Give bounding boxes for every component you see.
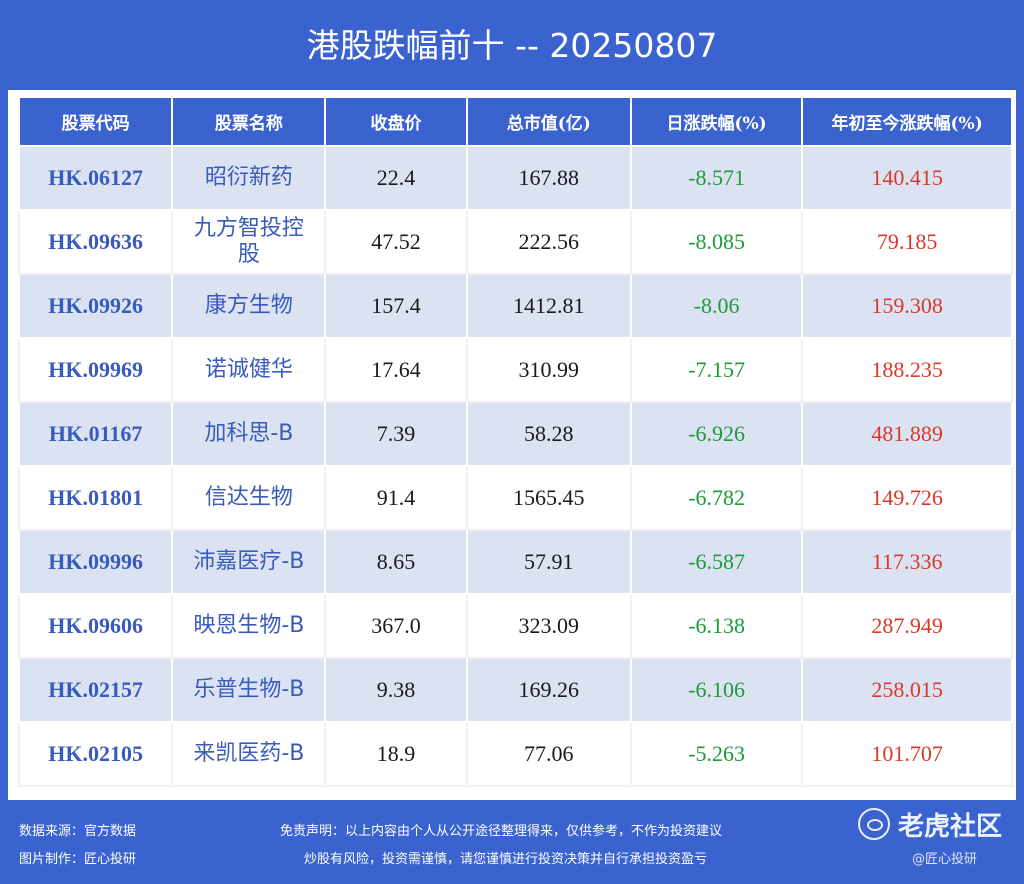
close-price: 157.4 <box>324 273 468 339</box>
stock-name: 沛嘉医疗-B <box>171 529 327 595</box>
header-close: 收盘价 <box>324 98 468 146</box>
stock-name: 信达生物 <box>171 465 327 531</box>
ytd-change: 117.336 <box>801 529 1013 595</box>
market-cap: 58.28 <box>465 401 632 467</box>
stock-code: HK.09636 <box>17 209 174 275</box>
image-maker-note: 图片制作：匠心投研 <box>19 852 137 867</box>
table-row: HK.09969 诺诚健华 17.64 310.99 -7.157 188.23… <box>17 337 1013 403</box>
close-price: 8.65 <box>324 529 468 595</box>
day-change: -6.587 <box>629 529 804 595</box>
day-change: -6.926 <box>629 401 804 467</box>
stock-code: HK.06127 <box>17 145 174 211</box>
table-body: HK.06127 昭衍新药 22.4 167.88 -8.571 140.415… <box>17 145 1013 787</box>
ytd-change: 79.185 <box>801 209 1013 275</box>
footer: 数据来源：官方数据 图片制作：匠心投研 免责声明：以上内容由个人从公开途径整理得… <box>0 800 1024 884</box>
stock-code: HK.01801 <box>17 465 174 531</box>
stock-code: HK.01167 <box>17 401 174 467</box>
close-price: 367.0 <box>324 593 468 659</box>
header-day-change: 日涨跌幅(%) <box>629 98 804 146</box>
market-cap: 167.88 <box>465 145 632 211</box>
day-change: -6.138 <box>629 593 804 659</box>
table-header-row: 股票代码 股票名称 收盘价 总市值(亿) 日涨跌幅(%) 年初至今涨跌幅(%) <box>17 98 1013 146</box>
table-panel: 股票代码 股票名称 收盘价 总市值(亿) 日涨跌幅(%) 年初至今涨跌幅(%) … <box>8 90 1016 800</box>
close-price: 91.4 <box>324 465 468 531</box>
stock-name: 来凯医药-B <box>171 721 327 787</box>
market-cap: 1565.45 <box>465 465 632 531</box>
stock-name: 加科思-B <box>171 401 327 467</box>
disclaimer-line-1: 免责声明：以上内容由个人从公开途径整理得来，仅供参考，不作为投资建议 <box>280 824 723 839</box>
table-row: HK.06127 昭衍新药 22.4 167.88 -8.571 140.415 <box>17 145 1013 211</box>
tiger-community-logo: 老虎社区 <box>858 806 1018 842</box>
page-title: 港股跌幅前十 -- 20250807 <box>306 26 718 65</box>
stock-code: HK.09606 <box>17 593 174 659</box>
ytd-change: 287.949 <box>801 593 1013 659</box>
watermark: @匠心投研 <box>912 852 978 867</box>
close-price: 7.39 <box>324 401 468 467</box>
table-row: HK.02157 乐普生物-B 9.38 169.26 -6.106 258.0… <box>17 657 1013 723</box>
stock-name: 映恩生物-B <box>171 593 327 659</box>
stock-name: 乐普生物-B <box>171 657 327 723</box>
day-change: -7.157 <box>629 337 804 403</box>
day-change: -8.06 <box>629 273 804 339</box>
close-price: 17.64 <box>324 337 468 403</box>
stock-name: 昭衍新药 <box>171 145 327 211</box>
table-row: HK.09636 九方智投控股 47.52 222.56 -8.085 79.1… <box>17 209 1013 275</box>
ytd-change: 481.889 <box>801 401 1013 467</box>
table-row: HK.01167 加科思-B 7.39 58.28 -6.926 481.889 <box>17 401 1013 467</box>
table-row: HK.09926 康方生物 157.4 1412.81 -8.06 159.30… <box>17 273 1013 339</box>
close-price: 18.9 <box>324 721 468 787</box>
tiger-community-logo-icon <box>858 808 890 840</box>
stock-code: HK.09969 <box>17 337 174 403</box>
data-source-note: 数据来源：官方数据 <box>19 824 137 839</box>
stock-name: 康方生物 <box>171 273 327 339</box>
day-change: -8.571 <box>629 145 804 211</box>
day-change: -6.782 <box>629 465 804 531</box>
market-cap: 169.26 <box>465 657 632 723</box>
disclaimer-line-2: 炒股有风险，投资需谨慎，请您谨慎进行投资决策并自行承担投资盈亏 <box>304 852 708 867</box>
market-cap: 57.91 <box>465 529 632 595</box>
ytd-change: 149.726 <box>801 465 1013 531</box>
stock-code: HK.09996 <box>17 529 174 595</box>
stock-name: 诺诚健华 <box>171 337 327 403</box>
day-change: -8.085 <box>629 209 804 275</box>
header-ytd-change: 年初至今涨跌幅(%) <box>801 98 1013 146</box>
ytd-change: 159.308 <box>801 273 1013 339</box>
ytd-change: 188.235 <box>801 337 1013 403</box>
market-cap: 310.99 <box>465 337 632 403</box>
header-code: 股票代码 <box>17 98 174 146</box>
header-name: 股票名称 <box>171 98 327 146</box>
ytd-change: 140.415 <box>801 145 1013 211</box>
market-cap: 77.06 <box>465 721 632 787</box>
stock-code: HK.02157 <box>17 657 174 723</box>
market-cap: 323.09 <box>465 593 632 659</box>
close-price: 47.52 <box>324 209 468 275</box>
stock-table: 股票代码 股票名称 收盘价 总市值(亿) 日涨跌幅(%) 年初至今涨跌幅(%) … <box>17 98 1013 787</box>
market-cap: 1412.81 <box>465 273 632 339</box>
day-change: -5.263 <box>629 721 804 787</box>
market-cap: 222.56 <box>465 209 632 275</box>
header-market-cap: 总市值(亿) <box>465 98 632 146</box>
table-row: HK.09996 沛嘉医疗-B 8.65 57.91 -6.587 117.33… <box>17 529 1013 595</box>
day-change: -6.106 <box>629 657 804 723</box>
table-row: HK.01801 信达生物 91.4 1565.45 -6.782 149.72… <box>17 465 1013 531</box>
stock-name: 九方智投控股 <box>171 209 327 275</box>
ytd-change: 101.707 <box>801 721 1013 787</box>
table-row: HK.09606 映恩生物-B 367.0 323.09 -6.138 287.… <box>17 593 1013 659</box>
close-price: 9.38 <box>324 657 468 723</box>
logo-text: 老虎社区 <box>898 812 1003 842</box>
table-row: HK.02105 来凯医药-B 18.9 77.06 -5.263 101.70… <box>17 721 1013 787</box>
stock-code: HK.02105 <box>17 721 174 787</box>
stock-code: HK.09926 <box>17 273 174 339</box>
ytd-change: 258.015 <box>801 657 1013 723</box>
close-price: 22.4 <box>324 145 468 211</box>
